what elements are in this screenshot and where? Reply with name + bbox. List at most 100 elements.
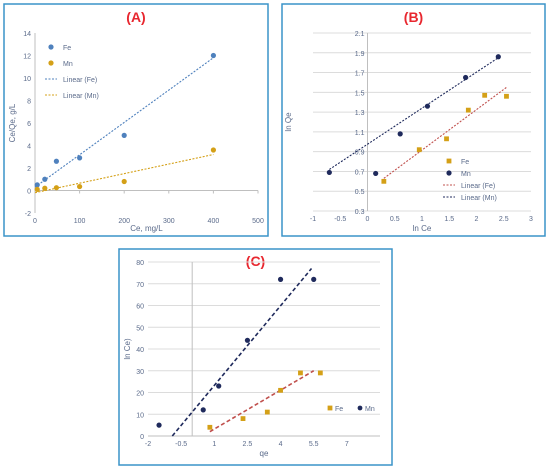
chart-b-x-tick-label: -0.5 — [334, 216, 346, 223]
chart-a-point-mn — [53, 185, 60, 191]
chart-c-x-label: qe — [260, 449, 269, 458]
chart-b-y-label: ln Qe — [284, 112, 293, 132]
chart-c-y-label: ln Ce) — [123, 338, 132, 360]
chart-b-y-tick-label: 1.5 — [355, 90, 365, 97]
chart-b-x-tick-label: -1 — [310, 216, 316, 223]
chart-c-y-tick-label: 80 — [136, 260, 144, 267]
legend-label-mn: Mn — [365, 406, 375, 413]
chart-c-y-tick-label: 30 — [136, 369, 144, 376]
chart-a-point-mn — [210, 147, 216, 153]
chart-c-y-tick-label: 40 — [136, 347, 144, 354]
chart-a-point-fe — [121, 132, 127, 138]
chart-a-point-mn — [34, 186, 40, 192]
chart-a-y-tick-label: -2 — [25, 211, 31, 218]
chart-b-y-tick-label: 0.7 — [355, 169, 365, 176]
chart-b-x-tick-label: 1 — [420, 216, 424, 223]
chart-b-y-tick-label: 1.3 — [355, 110, 365, 117]
chart-c-point-fe — [298, 370, 303, 376]
chart-a-trendline-1 — [34, 153, 214, 194]
chart-a-y-tick-label: 8 — [27, 99, 31, 106]
legend-label-fe: Fe — [335, 406, 343, 413]
chart-c-y-tick-label: 60 — [136, 304, 144, 311]
chart-b-y-tick-label: 1.9 — [355, 51, 365, 58]
chart-a-x-tick-label: 200 — [118, 218, 130, 225]
chart-b-point-fe — [504, 93, 509, 99]
chart-c-trendline-1 — [171, 268, 313, 437]
chart-b-point-fe — [465, 107, 471, 113]
chart-c-x-tick-label: -2 — [145, 441, 151, 448]
chart-b-point-mn — [424, 103, 431, 109]
chart-c-y-tick-label: 20 — [136, 391, 144, 398]
chart-b-point-mn — [495, 54, 501, 60]
chart-c-x-tick-label: 1 — [212, 441, 216, 448]
chart-c-y-tick-label: 50 — [136, 325, 144, 332]
chart-b-y-tick-label: 0.5 — [355, 189, 365, 196]
chart-a-y-tick-label: 2 — [27, 166, 31, 173]
chart-c-point-mn — [156, 422, 162, 428]
chart-c-point-mn — [216, 383, 222, 389]
chart-b-point-fe — [444, 136, 449, 142]
legend-label-fe: Fe — [461, 159, 469, 166]
chart-b-x-tick-label: 0 — [366, 216, 370, 223]
chart-b-x-tick-label: 2 — [475, 216, 479, 223]
chart-a-x-tick-label: 500 — [252, 218, 264, 225]
chart-a-point-fe — [34, 182, 40, 188]
chart-b-y-tick-label: 1.1 — [355, 130, 365, 137]
chart-a-y-tick-label: 10 — [23, 76, 31, 83]
legend-marker-mn — [48, 60, 54, 66]
chart-c-y-tick-label: 10 — [136, 412, 144, 419]
chart-a-x-tick-label: 100 — [74, 218, 86, 225]
chart-c-x-tick-label: 7 — [345, 441, 349, 448]
legend-label-fe: Fe — [63, 45, 71, 52]
chart-b-point-fe — [416, 147, 422, 153]
chart-a-x-label: Ce, mg/L — [130, 224, 163, 233]
chart-b-point-fe — [482, 92, 488, 98]
chart-c: (C) 0 10 20 30 40 50 60 70 80 -2 -0.5 1 2.5 4 5.5 7 qe ln … — [118, 248, 393, 466]
chart-c-x-tick-label: -0.5 — [175, 441, 187, 448]
chart-b-trendline-1 — [329, 57, 499, 170]
chart-c-x-tick-label: 5.5 — [309, 441, 319, 448]
chart-a-point-mn — [121, 178, 127, 185]
chart-c-border — [118, 248, 393, 466]
panel-c-frame: (C) 0 10 20 30 40 50 60 70 80 -2 -0.5 1 2.5 4 5.5 7 qe ln … — [118, 248, 393, 466]
chart-a-point-mn — [77, 183, 83, 190]
chart-c-point-mn — [277, 276, 284, 282]
chart-c-x-tick-label: 2.5 — [243, 441, 253, 448]
chart-a-border — [3, 3, 269, 237]
chart-b-x-tick-label: 3 — [529, 216, 533, 223]
chart-b-x-tick-label: 0.5 — [390, 216, 400, 223]
chart-b-point-mn — [373, 170, 379, 177]
legend-label-line-1: Linear (Mn) — [63, 93, 99, 100]
legend-marker-mn — [446, 170, 452, 176]
chart-c-point-fe — [278, 387, 283, 393]
chart-c-x-tick-label: 4 — [279, 441, 283, 448]
chart-c-y-tick-label: 0 — [140, 434, 144, 441]
chart-a-x-tick-label: 0 — [33, 218, 37, 225]
chart-a-y-tick-label: 4 — [27, 144, 31, 151]
chart-a-y-label: Ce/Qe, g/L — [8, 103, 17, 142]
panel-b-frame: (B) 0.3 0.5 0.7 0.9 1.1 1.3 1.5 1.7 1.9 2.1 -1 -0.5 0… — [281, 3, 546, 242]
chart-b-point-mn — [326, 169, 332, 176]
chart-c-point-fe — [240, 416, 246, 421]
chart-a-point-fe — [210, 52, 216, 59]
legend-label-line-1: Linear (Mn) — [461, 195, 497, 202]
chart-c-trendline-0 — [209, 370, 315, 433]
chart-b-x-tick-label: 2.5 — [499, 216, 509, 223]
chart-a-point-mn — [42, 185, 48, 191]
legend-marker-fe — [48, 44, 54, 50]
chart-a-y-tick-label: 6 — [27, 121, 31, 128]
chart-a-y-tick-label: 0 — [27, 189, 31, 196]
chart-b-point-fe — [381, 178, 387, 184]
chart-a-trendline-0 — [34, 57, 214, 188]
chart-a-point-fe — [42, 176, 48, 182]
legend-marker-mn — [357, 405, 363, 411]
chart-a-y-tick-label: 12 — [23, 54, 31, 61]
chart-b-title: (B) — [404, 9, 423, 25]
chart-b-x-tick-label: 1.5 — [444, 216, 454, 223]
chart-b-border — [281, 3, 546, 237]
chart-b-y-tick-label: 0.9 — [355, 150, 365, 157]
chart-a-title: (A) — [126, 9, 145, 25]
chart-b-y-tick-label: 0.3 — [355, 209, 365, 216]
chart-c-point-fe — [317, 370, 323, 376]
